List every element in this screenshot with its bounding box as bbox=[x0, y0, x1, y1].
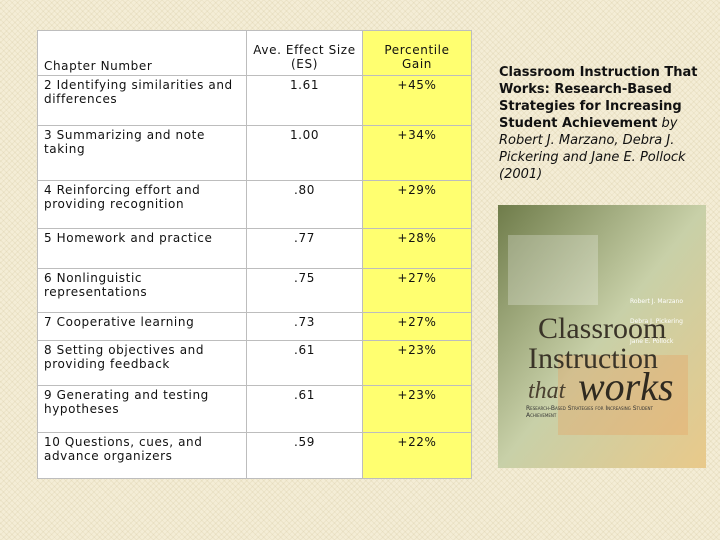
table-cell: +45% bbox=[362, 75, 472, 126]
cover-title: Classroom bbox=[538, 312, 666, 345]
table-cell: .75 bbox=[246, 268, 363, 313]
table-cell: 1.61 bbox=[246, 75, 363, 126]
table-row: 7 Cooperative learning .73 +27% bbox=[37, 312, 472, 341]
header-row: Chapter Number Ave. Effect Size (ES) Perce… bbox=[37, 30, 472, 76]
caption: Classroom Instruction That Works: Resear… bbox=[499, 64, 699, 183]
table-cell: .61 bbox=[246, 385, 363, 433]
cover-shape bbox=[558, 355, 688, 435]
header-cell: Percentile Gain bbox=[362, 30, 472, 76]
table-cell: 7 Cooperative learning bbox=[37, 312, 247, 341]
table-row: 6 Nonlinguistic representations .75 +27% bbox=[37, 268, 472, 313]
table-cell: 6 Nonlinguistic representations bbox=[37, 268, 247, 313]
table-row: 4 Reinforcing effort and providing recog… bbox=[37, 180, 472, 229]
table-cell: +23% bbox=[362, 385, 472, 433]
table-row: 2 Identifying similarities and differenc… bbox=[37, 75, 472, 126]
cover-author: Debra J. Pickering bbox=[630, 318, 683, 325]
book-cover: Classroom Instruction that works Researc… bbox=[498, 205, 706, 468]
table-cell: 10 Questions, cues, and advance organize… bbox=[37, 432, 247, 479]
header-cell: Chapter Number bbox=[37, 30, 247, 76]
table-row: 10 Questions, cues, and advance organize… bbox=[37, 432, 472, 479]
cover-author: Jane E. Pollock bbox=[629, 338, 674, 345]
table-cell: +29% bbox=[362, 180, 472, 229]
table-row: 9 Generating and testing hypotheses .61 +2… bbox=[37, 385, 472, 433]
table-cell: +22% bbox=[362, 432, 472, 479]
cover-subtitle: Research-Based Strategies for Increasing… bbox=[526, 405, 653, 419]
effect-table: Chapter Number Ave. Effect Size (ES) Perce… bbox=[37, 30, 472, 479]
table-cell: 1.00 bbox=[246, 125, 363, 181]
table-cell: .80 bbox=[246, 180, 363, 229]
table-cell: 3 Summarizing and note taking bbox=[37, 125, 247, 181]
table-cell: +28% bbox=[362, 228, 472, 269]
table-cell: +34% bbox=[362, 125, 472, 181]
table-cell: 8 Setting objectives and providing feedb… bbox=[37, 340, 247, 386]
header-cell: Ave. Effect Size (ES) bbox=[246, 30, 363, 76]
table-cell: 2 Identifying similarities and differenc… bbox=[37, 75, 247, 126]
table-cell: .77 bbox=[246, 228, 363, 269]
table-cell: +23% bbox=[362, 340, 472, 386]
table-cell: 5 Homework and practice bbox=[37, 228, 247, 269]
table-cell: .73 bbox=[246, 312, 363, 341]
table-cell: 9 Generating and testing hypotheses bbox=[37, 385, 247, 433]
cover-shape bbox=[508, 235, 598, 305]
cover-title: Instruction bbox=[528, 342, 658, 375]
cover-bg bbox=[498, 205, 706, 468]
caption-byline: by Robert J. Marzano, Debra J. Pickering… bbox=[499, 116, 686, 182]
table-cell: +27% bbox=[362, 268, 472, 313]
table-row: 5 Homework and practice .77 +28% bbox=[37, 228, 472, 269]
cover-works: works bbox=[578, 364, 674, 409]
table-cell: 4 Reinforcing effort and providing recog… bbox=[37, 180, 247, 229]
table-row: 8 Setting objectives and providing feedb… bbox=[37, 340, 472, 386]
cover-author: Robert J. Marzano bbox=[630, 298, 683, 305]
table-row: 3 Summarizing and note taking 1.00 +34% bbox=[37, 125, 472, 181]
table-cell: .61 bbox=[246, 340, 363, 386]
table-cell: +27% bbox=[362, 312, 472, 341]
cover-that: that bbox=[528, 378, 567, 404]
table-cell: .59 bbox=[246, 432, 363, 479]
caption-title: Classroom Instruction That Works: Resear… bbox=[499, 65, 698, 131]
